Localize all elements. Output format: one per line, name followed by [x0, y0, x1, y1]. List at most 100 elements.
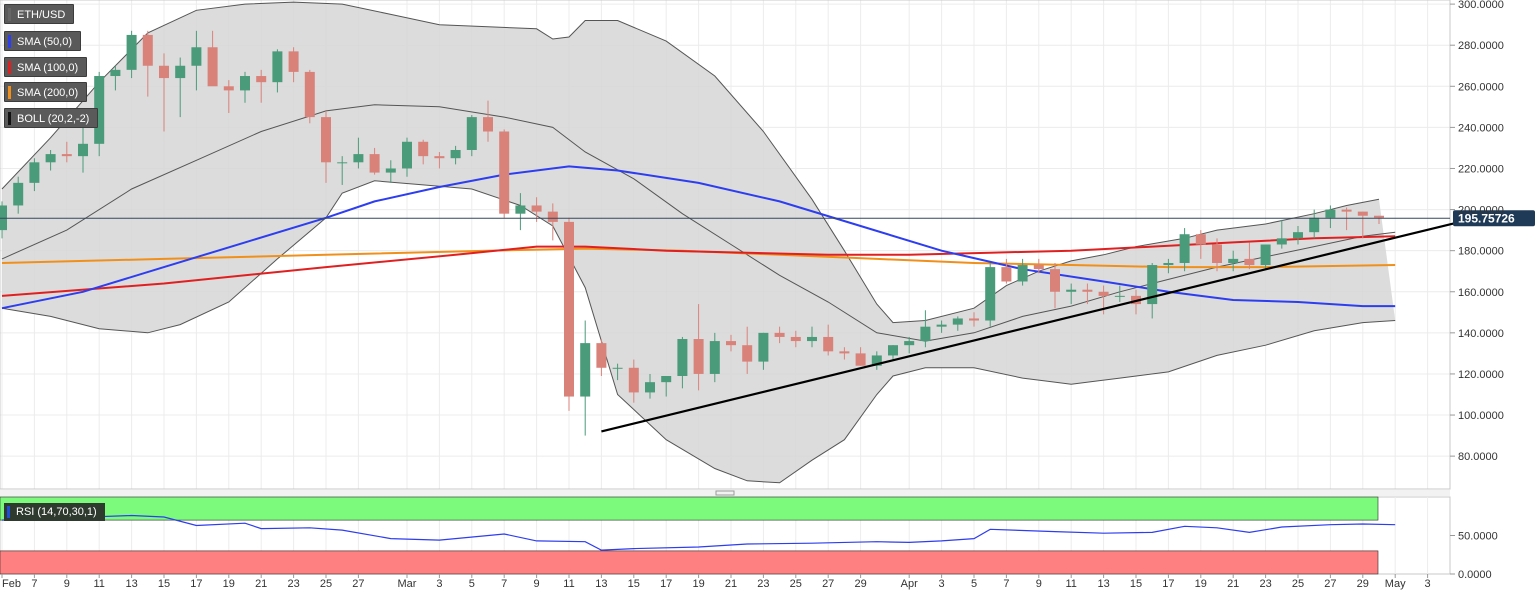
candle: [1050, 262, 1060, 309]
candle: [1341, 207, 1352, 231]
candle-body: [466, 117, 477, 150]
legend-item[interactable]: BOLL (20,2,-2): [4, 108, 99, 128]
candle: [709, 332, 720, 383]
candle-body: [1228, 258, 1239, 263]
candle: [596, 339, 607, 376]
candle-body: [61, 154, 72, 157]
candle: [1082, 283, 1093, 305]
x-tick-label: 11: [93, 578, 104, 590]
sma-50-line: [1, 165, 1396, 310]
x-tick-label: 9: [64, 578, 70, 590]
candle: [564, 217, 574, 411]
candle: [855, 347, 866, 366]
candle: [823, 324, 834, 356]
candle-body: [1179, 234, 1190, 263]
candle: [952, 316, 963, 331]
legend-item[interactable]: SMA (100,0): [4, 57, 88, 77]
candle-body: [628, 367, 639, 393]
legend-item[interactable]: ETH/USD: [4, 4, 75, 24]
candle: [45, 149, 56, 171]
candle-body: [709, 341, 720, 374]
candle-body: [272, 51, 283, 83]
x-tick-label: 21: [1227, 578, 1239, 590]
candle: [580, 320, 591, 436]
y-tick-label: 180.0000: [1458, 246, 1504, 258]
candle: [450, 145, 461, 165]
candle-body: [871, 355, 882, 366]
candle: [547, 203, 558, 241]
legend-label: BOLL (20,2,-2): [17, 113, 90, 125]
candle-body: [726, 341, 736, 346]
x-tick-label: 17: [660, 578, 672, 590]
divider-handle: [715, 490, 735, 496]
x-tick-label: 19: [223, 578, 235, 590]
candle-body: [693, 339, 704, 374]
candle: [515, 193, 526, 231]
candle: [612, 363, 623, 381]
y-tick-label: 120.0000: [1458, 369, 1504, 381]
x-tick-label: 15: [1130, 578, 1142, 590]
candle: [142, 30, 153, 97]
x-tick-label: 15: [628, 578, 640, 590]
pane-divider: [0, 490, 1450, 496]
legend-label: SMA (200,0): [17, 87, 79, 99]
candle-body: [580, 343, 591, 397]
price-overlay: 195.75726: [0, 210, 1535, 433]
candle-body: [288, 51, 299, 72]
rsi-swatch: [7, 506, 10, 518]
candle-body: [402, 141, 412, 169]
candle-body: [839, 351, 850, 354]
candle-body: [1276, 238, 1287, 245]
candle-body: [499, 131, 510, 214]
candle-body: [418, 141, 429, 157]
candle-body: [223, 86, 234, 91]
rsi-overbought-zone: [0, 496, 1379, 521]
x-tick-label: 9: [1036, 578, 1042, 590]
candle-body: [952, 318, 963, 325]
rsi-legend-badge[interactable]: RSI (14,70,30,1): [4, 503, 105, 521]
legend-item[interactable]: SMA (50,0): [4, 31, 82, 51]
candle-body: [94, 76, 105, 144]
y-tick-label: 80.0000: [1458, 451, 1498, 463]
candle: [645, 373, 655, 399]
legend-label: SMA (50,0): [17, 36, 73, 48]
main-pane-frame: [0, 0, 1451, 490]
candle-body: [596, 343, 607, 368]
candle: [1033, 258, 1044, 274]
candle: [1066, 283, 1077, 305]
bollinger-fill: [2, 2, 1396, 483]
candle-body: [904, 341, 915, 346]
candle: [1163, 258, 1174, 274]
rsi-line: [1, 514, 1396, 551]
candle: [807, 326, 817, 348]
x-tick-label: Mar: [398, 578, 417, 590]
rsi-pane: 50.0000 0.0000: [0, 496, 1498, 581]
candle: [1001, 258, 1012, 284]
x-tick-label: 5: [469, 578, 475, 590]
candle: [256, 69, 267, 103]
candle-body: [1357, 211, 1368, 216]
candle-body: [78, 143, 88, 157]
candle: [78, 123, 88, 173]
candle: [1309, 209, 1320, 239]
candle: [466, 115, 477, 157]
candle-body: [645, 382, 655, 393]
candle-body: [1147, 265, 1158, 305]
candle: [434, 152, 445, 169]
x-tick-label: 13: [125, 578, 137, 590]
candle: [418, 139, 429, 165]
sma-100-line: [1, 235, 1396, 297]
candle: [1195, 230, 1206, 259]
candle-body: [774, 332, 785, 337]
candle: [1357, 211, 1368, 239]
candle: [483, 100, 493, 142]
candle: [159, 53, 169, 132]
x-tick-label: 21: [725, 578, 737, 590]
price-axis: 300.0000 280.0000 260.0000 240.0000 220.0000…: [1450, 0, 1504, 463]
candle: [240, 71, 250, 103]
legend-item[interactable]: SMA (200,0): [4, 82, 88, 102]
candle: [1325, 205, 1336, 229]
rsi-y-tick-label: 50.0000: [1458, 531, 1498, 543]
legend-label: ETH/USD: [17, 9, 66, 21]
candle-body: [159, 65, 169, 79]
